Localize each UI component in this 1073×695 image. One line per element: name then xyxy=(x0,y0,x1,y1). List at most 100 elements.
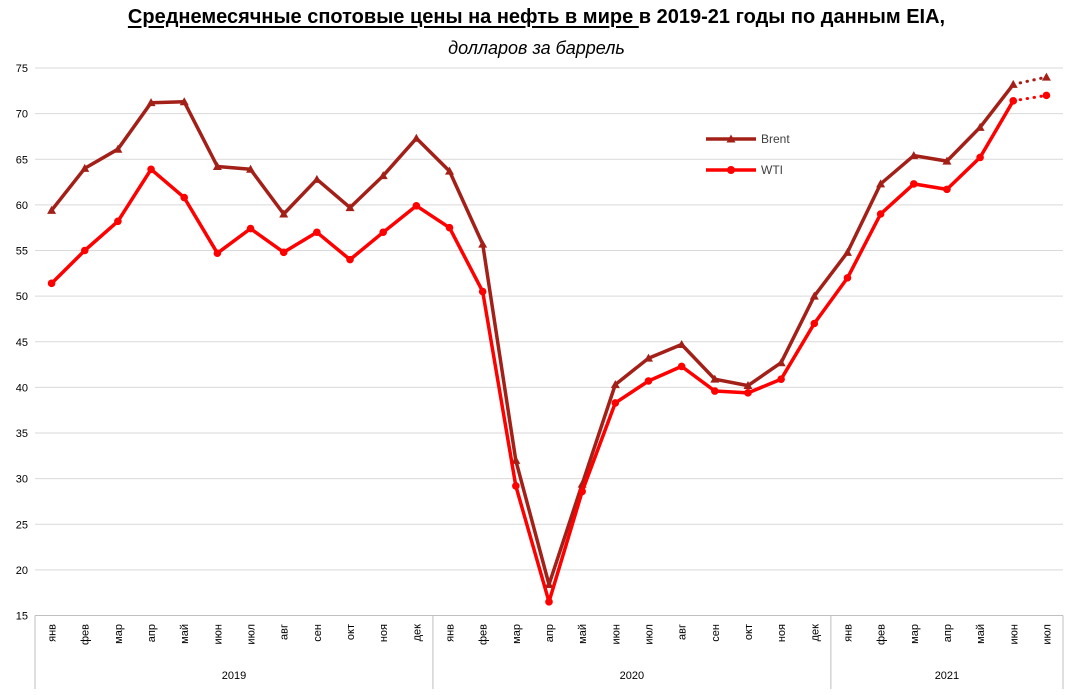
legend-item-brent: Brent xyxy=(706,129,790,149)
x-month-label: июл xyxy=(246,624,258,645)
x-month-label: апр xyxy=(544,624,556,642)
wti-marker xyxy=(114,217,122,226)
wti-legend-sample-icon xyxy=(706,166,756,174)
wti-marker xyxy=(876,210,885,218)
brent-marker xyxy=(146,98,156,107)
y-tick-label: 45 xyxy=(16,337,28,349)
brent-marker xyxy=(677,339,687,348)
wti-marker xyxy=(777,375,785,383)
x-month-label: авг xyxy=(677,624,689,640)
x-month-label: янв xyxy=(445,624,457,642)
y-tick-label: 50 xyxy=(16,291,28,303)
wti-marker xyxy=(611,399,620,407)
chart-title-rest: в 2019-21 годы по данным EIA, xyxy=(638,6,946,28)
brent-legend-sample-icon xyxy=(706,134,756,143)
x-month-label: авг xyxy=(279,624,291,640)
wti-marker xyxy=(744,389,752,397)
wti-marker xyxy=(478,287,487,296)
y-tick-label: 35 xyxy=(16,428,28,440)
wti-marker xyxy=(279,248,288,257)
x-year-label: 2021 xyxy=(935,670,959,682)
x-month-label: июл xyxy=(643,624,655,645)
brent-marker xyxy=(544,579,554,588)
wti-marker xyxy=(246,224,255,233)
x-month-label: сен xyxy=(710,624,722,642)
wti-marker xyxy=(1009,97,1018,105)
wti-marker xyxy=(1042,91,1051,100)
y-tick-label: 75 xyxy=(16,63,28,75)
x-month-label: фев xyxy=(478,624,490,645)
brent-marker xyxy=(842,247,852,256)
x-month-label: мар xyxy=(511,624,523,644)
wti-marker xyxy=(976,153,984,162)
brent-marker xyxy=(909,151,919,160)
y-tick-label: 15 xyxy=(16,611,28,623)
brent-marker xyxy=(876,179,886,188)
wti-line xyxy=(50,99,1015,604)
y-tick-label: 65 xyxy=(16,154,28,166)
brent-marker xyxy=(80,163,90,172)
wti-marker xyxy=(512,482,520,490)
x-month-label: дек xyxy=(411,624,423,642)
brent-marker xyxy=(610,380,620,389)
chart-subtitle: долларов за баррель xyxy=(448,38,625,58)
x-month-label: мар xyxy=(113,624,125,644)
x-month-label: дек xyxy=(809,624,821,642)
x-month-label: сен xyxy=(312,624,324,642)
brent-forecast-line xyxy=(1011,75,1048,86)
brent-marker xyxy=(942,156,952,165)
wti-marker xyxy=(180,193,189,202)
brent-marker xyxy=(511,455,521,464)
wti-marker xyxy=(545,598,553,606)
brent-marker xyxy=(445,166,455,175)
brent-marker xyxy=(710,374,720,383)
x-month-label: май xyxy=(179,624,191,644)
brent-marker xyxy=(478,239,488,248)
wti-marker xyxy=(213,249,222,258)
wti-marker xyxy=(644,377,653,385)
wti-marker xyxy=(47,279,56,288)
brent-marker xyxy=(1041,72,1051,81)
wti-marker xyxy=(313,228,321,237)
x-month-label: окт xyxy=(743,624,755,640)
brent-marker xyxy=(975,122,985,131)
brent-marker xyxy=(809,291,819,300)
x-month-label: апр xyxy=(942,624,954,642)
brent-marker xyxy=(643,353,653,362)
x-month-label: июн xyxy=(1008,624,1020,644)
legend-label-wti: WTI xyxy=(761,163,783,177)
wti-marker xyxy=(843,274,852,282)
brent-line xyxy=(50,83,1015,587)
wti-marker xyxy=(346,255,354,264)
wti-marker xyxy=(711,387,719,395)
brent-marker xyxy=(47,205,57,214)
brent-marker xyxy=(113,144,123,153)
x-month-label: май xyxy=(577,624,589,644)
x-month-label: фев xyxy=(80,624,92,645)
y-tick-label: 55 xyxy=(16,246,28,258)
x-month-label: фев xyxy=(876,624,888,645)
brent-marker xyxy=(246,164,256,173)
y-tick-label: 40 xyxy=(16,382,28,394)
x-month-label: май xyxy=(975,624,987,644)
y-tick-label: 30 xyxy=(16,474,28,486)
x-year-label: 2019 xyxy=(222,670,246,682)
wti-marker xyxy=(445,223,454,232)
brent-marker xyxy=(312,174,322,183)
brent-marker xyxy=(411,133,421,142)
x-month-label: июн xyxy=(212,624,224,644)
brent-marker xyxy=(345,203,355,212)
x-year-label: 2020 xyxy=(620,670,644,682)
x-month-label: окт xyxy=(345,624,357,640)
legend-label-brent: Brent xyxy=(761,132,790,146)
wti-marker xyxy=(909,180,918,188)
wti-marker xyxy=(412,201,421,210)
y-tick-label: 70 xyxy=(16,109,28,121)
x-month-label: мар xyxy=(909,624,921,644)
wti-marker xyxy=(677,362,686,371)
x-month-label: июн xyxy=(610,624,622,644)
brent-marker xyxy=(179,97,189,106)
brent-marker xyxy=(743,381,753,390)
